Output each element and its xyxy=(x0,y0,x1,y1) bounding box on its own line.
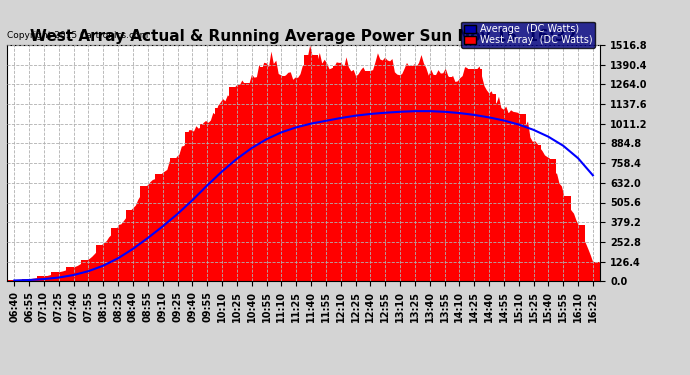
Bar xyxy=(66,267,81,281)
Bar xyxy=(141,186,155,281)
Bar xyxy=(22,279,37,281)
Bar xyxy=(170,158,185,281)
Bar xyxy=(155,174,170,281)
Bar xyxy=(304,55,319,281)
Bar xyxy=(333,66,348,281)
Bar xyxy=(37,276,51,281)
Bar xyxy=(393,78,407,281)
Bar xyxy=(288,81,304,281)
Bar xyxy=(452,84,466,281)
Bar xyxy=(585,262,600,281)
Bar xyxy=(274,76,288,281)
Bar xyxy=(378,65,393,281)
Bar xyxy=(7,280,22,281)
Bar xyxy=(482,94,497,281)
Bar xyxy=(215,108,229,281)
Bar xyxy=(185,132,200,281)
Bar xyxy=(511,114,526,281)
Bar xyxy=(81,260,96,281)
Bar xyxy=(437,76,452,281)
Bar xyxy=(52,272,66,281)
Bar xyxy=(466,69,482,281)
Bar xyxy=(348,78,363,281)
Bar xyxy=(200,124,215,281)
Bar xyxy=(126,210,141,281)
Bar xyxy=(556,196,571,281)
Bar xyxy=(96,244,110,281)
Bar xyxy=(229,87,244,281)
Bar xyxy=(319,70,333,281)
Bar xyxy=(541,159,556,281)
Title: West Array Actual & Running Average Power Sun Nov 15  16:32: West Array Actual & Running Average Powe… xyxy=(30,29,577,44)
Legend: Average  (DC Watts), West Array  (DC Watts): Average (DC Watts), West Array (DC Watts… xyxy=(462,21,595,48)
Bar xyxy=(526,146,541,281)
Bar xyxy=(422,76,437,281)
Bar xyxy=(259,67,274,281)
Bar xyxy=(363,70,378,281)
Bar xyxy=(497,113,511,281)
Bar xyxy=(571,225,585,281)
Bar xyxy=(244,83,259,281)
Bar xyxy=(110,228,126,281)
Bar xyxy=(407,66,422,281)
Text: Copyright 2015 Cartronics.com: Copyright 2015 Cartronics.com xyxy=(7,31,148,40)
